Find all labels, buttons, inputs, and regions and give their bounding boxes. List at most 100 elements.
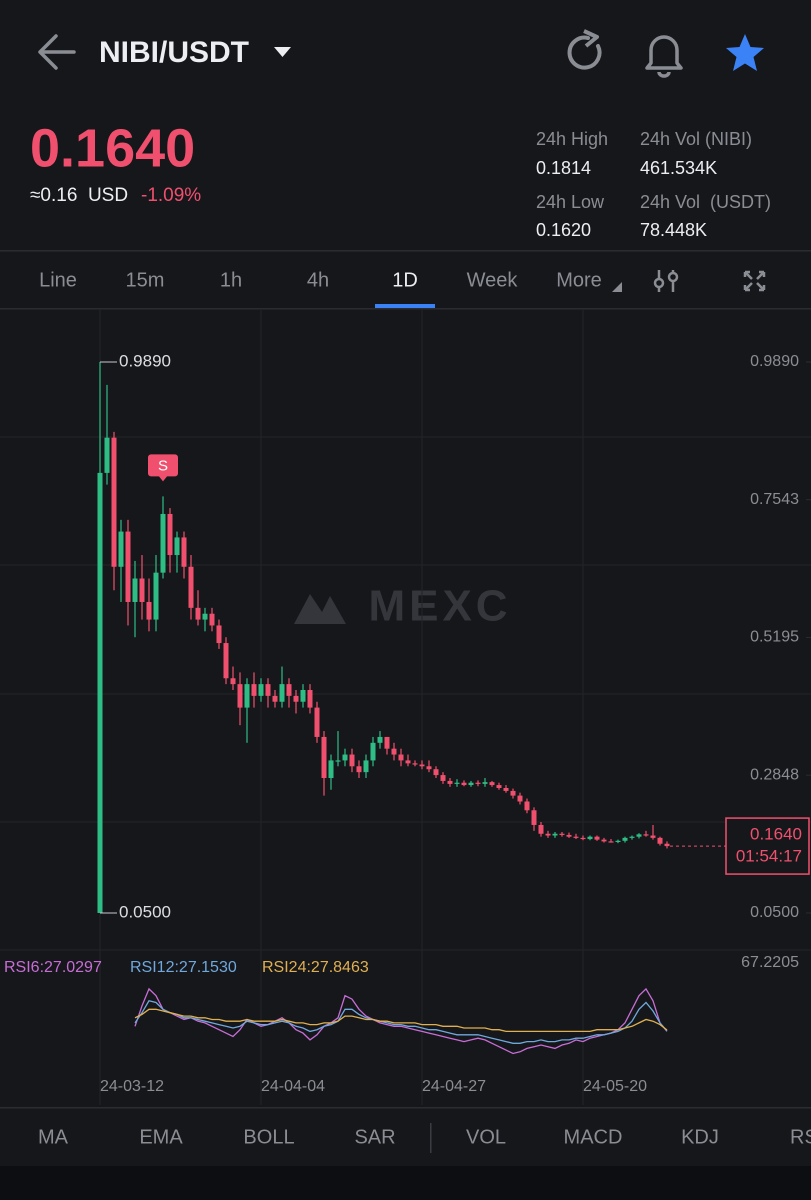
bell-body xyxy=(645,35,683,70)
corner xyxy=(756,270,766,280)
divider xyxy=(0,1107,811,1109)
bottom-bar xyxy=(0,1166,811,1200)
signal-label: S xyxy=(158,457,168,474)
candle-body xyxy=(433,769,439,776)
rsi-line xyxy=(134,987,668,1055)
candle-body xyxy=(174,537,180,556)
candle-body xyxy=(454,782,460,784)
candle-body xyxy=(559,833,565,835)
candle-body xyxy=(377,736,383,743)
candle-body xyxy=(517,795,523,802)
candle-body xyxy=(461,782,467,786)
x-tick-label: 24-05-20 xyxy=(583,1078,647,1095)
interval-tab-active[interactable]: 1D xyxy=(392,269,418,291)
candle-body xyxy=(202,613,208,620)
back-button[interactable] xyxy=(38,34,76,70)
indicator-tab[interactable]: EMA xyxy=(139,1126,183,1148)
candle-body xyxy=(132,578,138,602)
candle-body xyxy=(272,695,278,702)
candle-body xyxy=(97,472,103,913)
last-price: 0.1640 xyxy=(30,118,195,178)
candle-body xyxy=(321,736,327,779)
candle-body xyxy=(580,837,586,840)
candle-body xyxy=(601,839,607,842)
pair-title[interactable]: NIBI/USDT xyxy=(99,36,249,69)
countdown-label: 01:54:17 xyxy=(736,847,802,866)
interval-tab[interactable]: Line xyxy=(39,269,77,291)
candle-body xyxy=(412,763,418,765)
candle-body xyxy=(195,607,201,620)
indicator-tab[interactable]: MACD xyxy=(564,1126,623,1148)
indicator-tab[interactable]: VOL xyxy=(466,1126,506,1148)
candle-body xyxy=(510,790,516,796)
indicator-tab[interactable]: BOLL xyxy=(243,1126,294,1148)
candle-body xyxy=(181,537,187,567)
candle-body xyxy=(237,684,243,708)
candle-body xyxy=(349,754,355,767)
candle-body xyxy=(545,833,551,836)
interval-tab[interactable]: 4h xyxy=(307,269,329,291)
signal-badge xyxy=(148,454,178,482)
y-tick-label: 0.7543 xyxy=(750,491,799,508)
candle-body xyxy=(531,810,537,825)
candle-body xyxy=(265,684,271,696)
watermark-logo xyxy=(294,594,346,624)
candle-body xyxy=(111,437,117,567)
candle-body xyxy=(188,566,194,608)
candle-body xyxy=(447,780,453,784)
watermark: MEXC xyxy=(294,582,511,631)
candle-body xyxy=(300,689,306,702)
y-tick-label: 0.0500 xyxy=(750,904,799,921)
candle-body xyxy=(622,837,628,841)
slider-knob xyxy=(667,271,679,283)
candle-body xyxy=(608,841,614,843)
indicator-settings-icon[interactable] xyxy=(653,270,679,292)
favorite-star[interactable] xyxy=(726,34,764,71)
stat-label: 24h High xyxy=(536,129,608,149)
pair-dropdown[interactable] xyxy=(274,47,291,57)
legend-entry: RSI6:27.0297 xyxy=(4,959,102,976)
candle-body xyxy=(664,843,670,847)
last-price-label: 0.1640 xyxy=(750,825,802,844)
candle-body xyxy=(223,643,229,679)
refresh-icon[interactable] xyxy=(567,29,602,70)
candle-body xyxy=(391,748,397,755)
fullscreen-icon[interactable] xyxy=(743,270,766,292)
indicator-tab[interactable]: MA xyxy=(38,1126,69,1148)
indicator-tab[interactable]: KDJ xyxy=(681,1126,719,1148)
interval-tab[interactable]: 1h xyxy=(220,269,242,291)
divider xyxy=(0,308,811,310)
candle-body xyxy=(482,782,488,784)
stat-label: 24h Vol (USDT) xyxy=(640,192,771,212)
rsi-line xyxy=(134,1008,668,1033)
candle-body xyxy=(636,834,642,837)
candle-body xyxy=(419,764,425,767)
candle-body xyxy=(594,836,600,840)
y-tick-label: 0.5195 xyxy=(750,629,799,646)
rsi-plot: 67.2205 RSI6:27.0297 RSI12:27.1530 RSI24:27… xyxy=(4,954,799,1055)
candle-body xyxy=(356,766,362,773)
indicator-tab[interactable]: SAR xyxy=(354,1126,395,1148)
candle-body xyxy=(370,742,376,761)
alert-icon[interactable] xyxy=(645,35,683,78)
candle-body xyxy=(643,834,649,836)
active-tab-indicator xyxy=(375,304,435,308)
candle-body xyxy=(440,775,446,781)
candle-body xyxy=(244,684,250,708)
candle-body xyxy=(125,531,131,602)
candle-plot: 0.9890 0.7543 0.5195 0.2848 0.0500 0.9890 0.05… xyxy=(97,310,811,1105)
candle-body xyxy=(587,836,593,840)
refresh-tip xyxy=(583,29,599,48)
more-tab[interactable]: More xyxy=(556,269,602,291)
interval-tab[interactable]: Week xyxy=(467,269,519,291)
candle-body xyxy=(251,684,257,696)
candle-body xyxy=(629,836,635,838)
interval-tab[interactable]: 15m xyxy=(126,269,165,291)
separator xyxy=(430,1123,432,1153)
candle-body xyxy=(146,601,152,620)
usd-value: ≈0.16 USD xyxy=(30,185,128,206)
candle-body xyxy=(314,707,320,737)
watermark-text: MEXC xyxy=(368,582,511,631)
indicator-tab[interactable]: RS xyxy=(790,1126,811,1148)
